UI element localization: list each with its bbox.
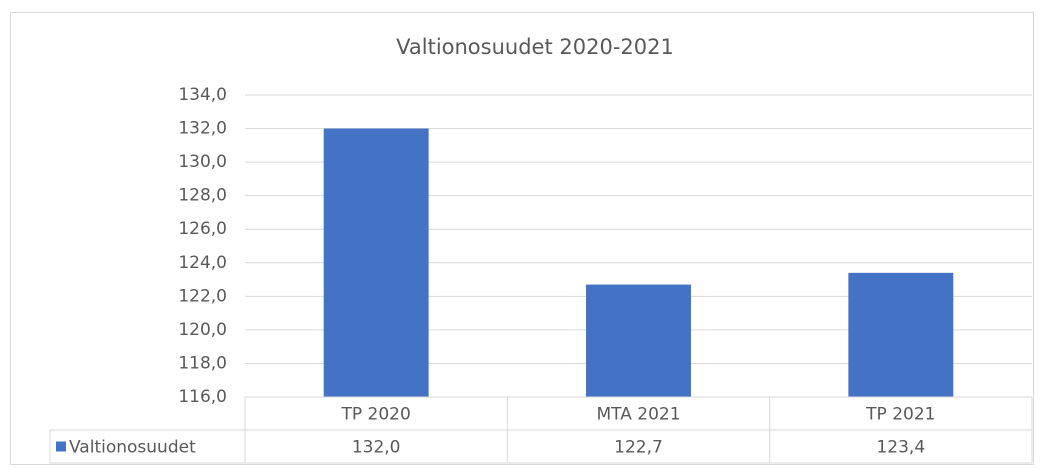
chart-title: Valtionosuudet 2020-2021 [396, 35, 674, 59]
bar [323, 128, 429, 398]
y-tick-label: 126,0 [178, 219, 227, 239]
y-tick-label: 120,0 [178, 320, 227, 340]
x-tick-label: TP 2021 [865, 405, 935, 425]
bar [848, 272, 954, 397]
data-table-value: 132,0 [352, 438, 401, 458]
data-table-value: 123,4 [876, 438, 925, 458]
data-table-value: 122,7 [614, 438, 663, 458]
y-tick-label: 130,0 [178, 152, 227, 172]
y-tick-label: 128,0 [178, 186, 227, 206]
y-tick-label: 124,0 [178, 253, 227, 273]
y-tick-label: 132,0 [178, 119, 227, 139]
bar [586, 284, 691, 397]
x-tick-label: TP 2020 [341, 405, 411, 425]
y-tick-label: 122,0 [178, 286, 227, 306]
legend-label: Valtionosuudet [69, 438, 196, 458]
y-tick-label: 134,0 [178, 85, 227, 105]
x-tick-label: MTA 2021 [596, 405, 680, 425]
y-tick-label: 116,0 [178, 387, 227, 407]
y-tick-label: 118,0 [178, 353, 227, 373]
legend-swatch [56, 441, 66, 452]
